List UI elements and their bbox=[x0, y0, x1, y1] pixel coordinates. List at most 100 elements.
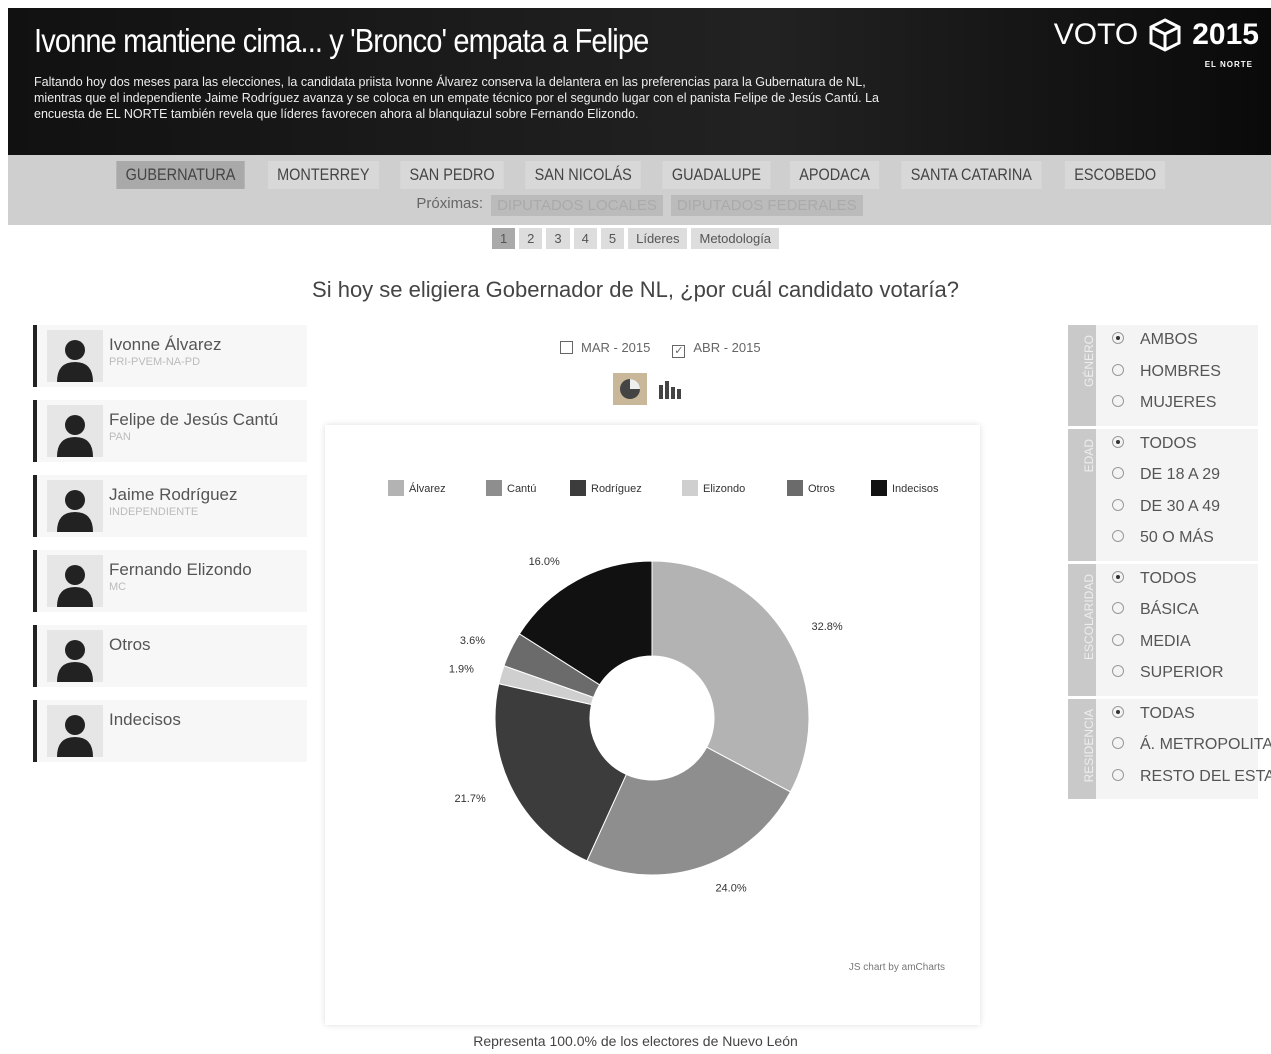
filter-option[interactable]: AMBOS bbox=[1112, 331, 1198, 349]
filter-label: RESIDENCIA bbox=[1082, 709, 1096, 782]
slice-label: 16.0% bbox=[529, 556, 560, 568]
tabs: GUBERNATURA MONTERREY SAN PEDRO SAN NICOLÁS… bbox=[8, 155, 1271, 189]
radio[interactable] bbox=[1112, 530, 1124, 542]
radio[interactable] bbox=[1112, 332, 1124, 344]
legend-swatch bbox=[388, 480, 404, 496]
radio[interactable] bbox=[1112, 634, 1124, 646]
candidate-name: Felipe de Jesús Cantú bbox=[109, 410, 278, 430]
nav-tab[interactable]: SAN PEDRO bbox=[400, 161, 504, 189]
page-button[interactable]: 3 bbox=[546, 228, 569, 249]
radio[interactable] bbox=[1112, 602, 1124, 614]
option-label: HOMBRES bbox=[1140, 363, 1221, 380]
filter-option[interactable]: MEDIA bbox=[1112, 633, 1191, 651]
filter-option[interactable]: MUJERES bbox=[1112, 394, 1216, 412]
radio[interactable] bbox=[1112, 665, 1124, 677]
nav-tab[interactable]: ESCOBEDO bbox=[1065, 161, 1166, 189]
option-label: RESTO DEL ESTADO bbox=[1140, 768, 1271, 785]
option-label: BÁSICA bbox=[1140, 601, 1199, 618]
filter-side: GÉNERO bbox=[1068, 325, 1096, 426]
candidate-name: Otros bbox=[109, 635, 151, 655]
filter-option[interactable]: SUPERIOR bbox=[1112, 664, 1224, 682]
bar-button[interactable] bbox=[655, 373, 685, 405]
candidate-photo bbox=[47, 330, 103, 382]
chart-panel: ÁlvarezCantúRodríguezElizondoOtrosIndeci… bbox=[325, 425, 980, 1025]
nav-tab[interactable]: SANTA CATARINA bbox=[901, 161, 1041, 189]
filter-option[interactable]: TODAS bbox=[1112, 705, 1195, 723]
candidate-name: Jaime Rodríguez bbox=[109, 485, 238, 505]
checkbox[interactable]: ✓ bbox=[672, 345, 685, 358]
radio[interactable] bbox=[1112, 769, 1124, 781]
radio[interactable] bbox=[1112, 395, 1124, 407]
option-label: MUJERES bbox=[1140, 394, 1216, 411]
legend-label: Otros bbox=[808, 483, 835, 495]
filter-group: GÉNERO AMBOS HOMBRES MUJERES bbox=[1068, 325, 1258, 426]
nav-tab[interactable]: GUADALUPE bbox=[663, 161, 771, 189]
pie-slice bbox=[652, 561, 809, 792]
filter-option[interactable]: RESTO DEL ESTADO bbox=[1112, 768, 1271, 786]
upcoming-tab[interactable]: DIPUTADOS FEDERALES bbox=[671, 195, 863, 216]
legend-swatch bbox=[570, 480, 586, 496]
candidate-name: Indecisos bbox=[109, 710, 181, 730]
nav-tab[interactable]: MONTERREY bbox=[268, 161, 379, 189]
option-label: MEDIA bbox=[1140, 633, 1191, 650]
candidate-party: PRI-PVEM-NA-PD bbox=[109, 356, 200, 368]
candidate[interactable]: Otros bbox=[33, 625, 307, 687]
option-label: TODOS bbox=[1140, 435, 1197, 452]
radio[interactable] bbox=[1112, 571, 1124, 583]
page-button[interactable]: 5 bbox=[601, 228, 624, 249]
nav-tab[interactable]: GUBERNATURA bbox=[116, 161, 244, 189]
legend-swatch bbox=[787, 480, 803, 496]
legend-label: Cantú bbox=[507, 483, 536, 495]
legend-label: Álvarez bbox=[409, 482, 446, 495]
candidate-photo bbox=[47, 705, 103, 757]
page-button[interactable]: Líderes bbox=[628, 228, 687, 249]
radio[interactable] bbox=[1112, 436, 1124, 448]
filter-label: EDAD bbox=[1082, 439, 1096, 472]
radio[interactable] bbox=[1112, 706, 1124, 718]
page-button[interactable]: 1 bbox=[492, 228, 515, 249]
chart-credit: JS chart by amCharts bbox=[849, 962, 945, 973]
filter-label: GÉNERO bbox=[1082, 335, 1096, 387]
candidate-photo bbox=[47, 405, 103, 457]
candidate[interactable]: Indecisos bbox=[33, 700, 307, 762]
period-option[interactable]: ✓ABR - 2015 bbox=[672, 340, 760, 358]
filter-option[interactable]: DE 30 A 49 bbox=[1112, 498, 1220, 516]
filter-option[interactable]: HOMBRES bbox=[1112, 363, 1221, 381]
radio[interactable] bbox=[1112, 364, 1124, 376]
filter-option[interactable]: BÁSICA bbox=[1112, 601, 1199, 619]
radio[interactable] bbox=[1112, 467, 1124, 479]
checkbox[interactable] bbox=[560, 341, 573, 354]
radio[interactable] bbox=[1112, 737, 1124, 749]
slice-label: 21.7% bbox=[455, 793, 486, 805]
filter-option[interactable]: 50 O MÁS bbox=[1112, 529, 1214, 547]
nav: GUBERNATURA MONTERREY SAN PEDRO SAN NICOLÁS… bbox=[8, 155, 1271, 225]
pie-button[interactable] bbox=[613, 373, 647, 405]
filter-side: EDAD bbox=[1068, 429, 1096, 561]
filter-option[interactable]: TODOS bbox=[1112, 435, 1197, 453]
upcoming-tab[interactable]: DIPUTADOS LOCALES bbox=[491, 195, 663, 216]
filter-option[interactable]: Á. METROPOLITANA bbox=[1112, 736, 1271, 754]
period-option[interactable]: MAR - 2015 bbox=[560, 340, 650, 358]
header: Ivonne mantiene cima... y 'Bronco' empat… bbox=[8, 8, 1271, 155]
legend-swatch bbox=[871, 480, 887, 496]
filter-group: EDAD TODOS DE 18 A 29 DE 30 A 49 50 O MÁS bbox=[1068, 429, 1258, 561]
page-button[interactable]: 2 bbox=[519, 228, 542, 249]
filter-option[interactable]: TODOS bbox=[1112, 570, 1197, 588]
nav-tab[interactable]: SAN NICOLÁS bbox=[525, 161, 641, 189]
nav-tab[interactable]: APODACA bbox=[790, 161, 879, 189]
legend-label: Rodríguez bbox=[591, 483, 642, 495]
page-button[interactable]: 4 bbox=[574, 228, 597, 249]
period-label: MAR - 2015 bbox=[581, 340, 650, 355]
filter-option[interactable]: DE 18 A 29 bbox=[1112, 466, 1220, 484]
option-label: AMBOS bbox=[1140, 331, 1198, 348]
filter-side: ESCOLARIDAD bbox=[1068, 564, 1096, 696]
page-button[interactable]: Metodología bbox=[691, 228, 779, 249]
radio[interactable] bbox=[1112, 499, 1124, 511]
slice-label: 1.9% bbox=[449, 664, 474, 676]
